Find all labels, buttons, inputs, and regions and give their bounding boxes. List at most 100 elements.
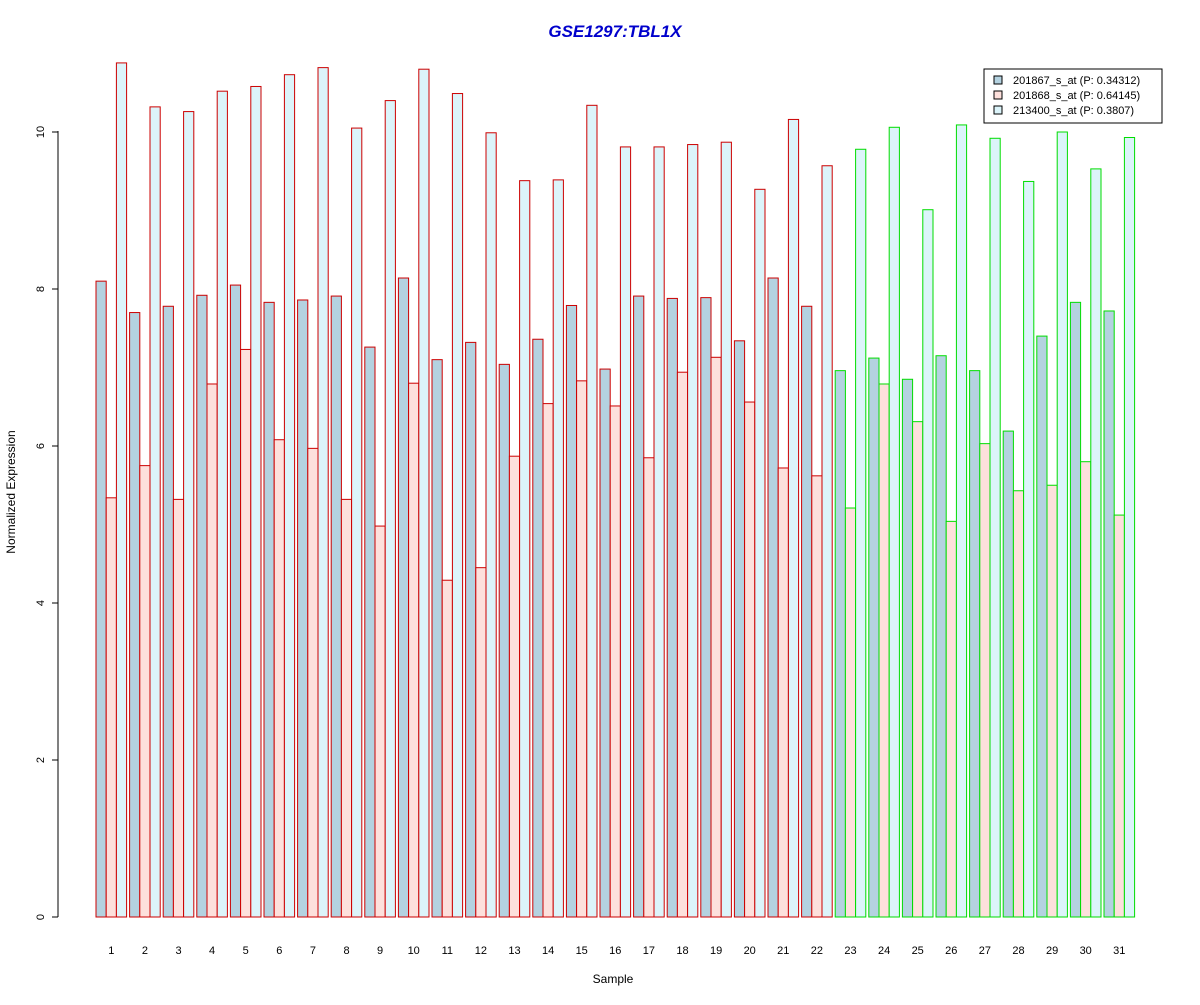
x-tick-label: 31 (1113, 945, 1125, 957)
bar-213400-s-at-sample-5 (250, 85, 262, 918)
bar-201868-s-at-sample-9 (374, 525, 386, 918)
bar-201867-s-at-sample-4 (196, 294, 208, 918)
bar-201867-s-at-sample-28 (1002, 430, 1014, 918)
bar-201867-s-at-sample-18 (666, 297, 678, 918)
bar-201868-s-at-sample-26 (945, 520, 957, 918)
x-tick-label: 22 (811, 945, 823, 957)
bar-201867-s-at-sample-30 (1069, 301, 1082, 918)
x-tick-label: 24 (878, 945, 890, 957)
y-tick-label: 6 (35, 443, 47, 449)
bar-201868-s-at-sample-12 (475, 567, 487, 918)
bar-201867-s-at-sample-31 (1103, 310, 1115, 918)
bar-201868-s-at-sample-5 (240, 348, 252, 918)
bar-201867-s-at-sample-16 (599, 368, 611, 918)
bar-201867-s-at-sample-14 (532, 338, 544, 918)
bar-201867-s-at-sample-9 (364, 346, 376, 918)
bar-201867-s-at-sample-17 (633, 295, 645, 918)
bar-201868-s-at-sample-6 (273, 439, 285, 918)
bar-213400-s-at-sample-22 (821, 165, 833, 918)
x-tick-label: 16 (609, 945, 621, 957)
bar-201868-s-at-sample-25 (912, 421, 924, 918)
x-tick-label: 21 (777, 945, 789, 957)
bar-201867-s-at-sample-23 (834, 370, 846, 918)
legend-label-201867-s-at: 201867_s_at (P: 0.34312) (1013, 75, 1140, 87)
bar-201867-s-at-sample-24 (868, 357, 880, 918)
x-tick-label: 20 (744, 945, 756, 957)
bar-213400-s-at-sample-16 (619, 146, 632, 918)
legend-label-201868-s-at: 201868_s_at (P: 0.64145) (1013, 90, 1140, 102)
y-tick-label: 4 (35, 600, 47, 606)
bar-213400-s-at-sample-3 (183, 111, 195, 918)
bar-213400-s-at-sample-13 (519, 180, 531, 918)
x-tick-label: 6 (276, 945, 282, 957)
bar-201867-s-at-sample-27 (969, 370, 981, 918)
y-tick-label: 8 (35, 286, 47, 292)
x-tick-label: 29 (1046, 945, 1058, 957)
bar-201868-s-at-sample-20 (744, 401, 756, 918)
y-tick-label: 0 (35, 914, 47, 920)
bar-201868-s-at-sample-4 (206, 383, 218, 918)
bar-213400-s-at-sample-17 (653, 146, 665, 918)
bar-213400-s-at-sample-15 (586, 104, 598, 918)
x-tick-label: 8 (343, 945, 349, 957)
bar-201868-s-at-sample-23 (844, 507, 857, 918)
x-axis-tick-labels: 1 2 3 4 5 6 7 8 9 10 11 12 13 14 15 16 17 18 19 20 21 22 23 24 2… (108, 945, 1125, 957)
x-tick-label: 26 (945, 945, 957, 957)
bar-213400-s-at-sample-31 (1123, 136, 1136, 918)
bar-201867-s-at-sample-1 (95, 280, 107, 918)
x-tick-label: 14 (542, 945, 554, 957)
y-tick-label: 2 (35, 757, 47, 763)
bar-213400-s-at-sample-14 (552, 179, 564, 918)
bar-201867-s-at-sample-20 (733, 340, 746, 918)
bar-201868-s-at-sample-16 (609, 405, 621, 918)
chart-title: GSE1297:TBL1X (548, 22, 683, 41)
x-tick-label: 30 (1080, 945, 1092, 957)
bar-213400-s-at-sample-27 (989, 137, 1001, 918)
bar-201868-s-at-sample-2 (139, 465, 151, 918)
bar-213400-s-at-sample-12 (485, 132, 497, 918)
legend-swatch-201867-s-at (993, 75, 1003, 85)
bar-201868-s-at-sample-21 (777, 467, 789, 918)
x-tick-label: 13 (508, 945, 520, 957)
x-tick-label: 27 (979, 945, 991, 957)
bar-201867-s-at-sample-25 (901, 378, 914, 918)
bar-201867-s-at-sample-21 (767, 277, 779, 918)
bar-213400-s-at-sample-2 (149, 106, 161, 918)
x-tick-label: 23 (844, 945, 856, 957)
bar-213400-s-at-sample-10 (418, 68, 430, 918)
x-tick-label: 28 (1012, 945, 1024, 957)
bar-201867-s-at-sample-12 (465, 341, 477, 918)
bar-201868-s-at-sample-15 (576, 380, 588, 918)
bar-201868-s-at-sample-22 (811, 475, 823, 918)
bar-213400-s-at-sample-1 (115, 62, 128, 918)
bar-213400-s-at-sample-26 (955, 124, 968, 918)
bar-213400-s-at-sample-6 (283, 74, 296, 918)
bar-213400-s-at-sample-8 (351, 127, 363, 918)
bar-201868-s-at-sample-8 (340, 498, 353, 918)
bar-213400-s-at-sample-28 (1023, 180, 1035, 918)
bar-201868-s-at-sample-24 (878, 383, 890, 918)
bar-201868-s-at-sample-13 (508, 455, 521, 918)
bar-201868-s-at-sample-19 (710, 356, 722, 918)
y-tick-label: 10 (35, 126, 47, 138)
x-tick-label: 5 (243, 945, 249, 957)
bar-201867-s-at-sample-13 (498, 363, 510, 918)
x-tick-label: 12 (475, 945, 487, 957)
bar-201868-s-at-sample-27 (979, 443, 991, 918)
bar-201868-s-at-sample-3 (172, 498, 185, 918)
bar-201868-s-at-sample-29 (1046, 484, 1058, 918)
bar-201868-s-at-sample-1 (105, 497, 117, 918)
legend-swatch-201868-s-at (993, 90, 1003, 100)
x-tick-label: 11 (442, 945, 453, 957)
bar-201867-s-at-sample-5 (229, 284, 242, 918)
y-axis: 0 2 4 6 8 10 (35, 126, 58, 920)
legend-swatch-213400-s-at (993, 105, 1003, 115)
x-axis-label: Sample (593, 972, 634, 986)
x-tick-label: 15 (576, 945, 588, 957)
bar-201867-s-at-sample-10 (397, 277, 410, 918)
bar-201867-s-at-sample-2 (129, 312, 141, 918)
bar-201868-s-at-sample-14 (542, 403, 554, 918)
bar-201868-s-at-sample-31 (1113, 514, 1125, 918)
